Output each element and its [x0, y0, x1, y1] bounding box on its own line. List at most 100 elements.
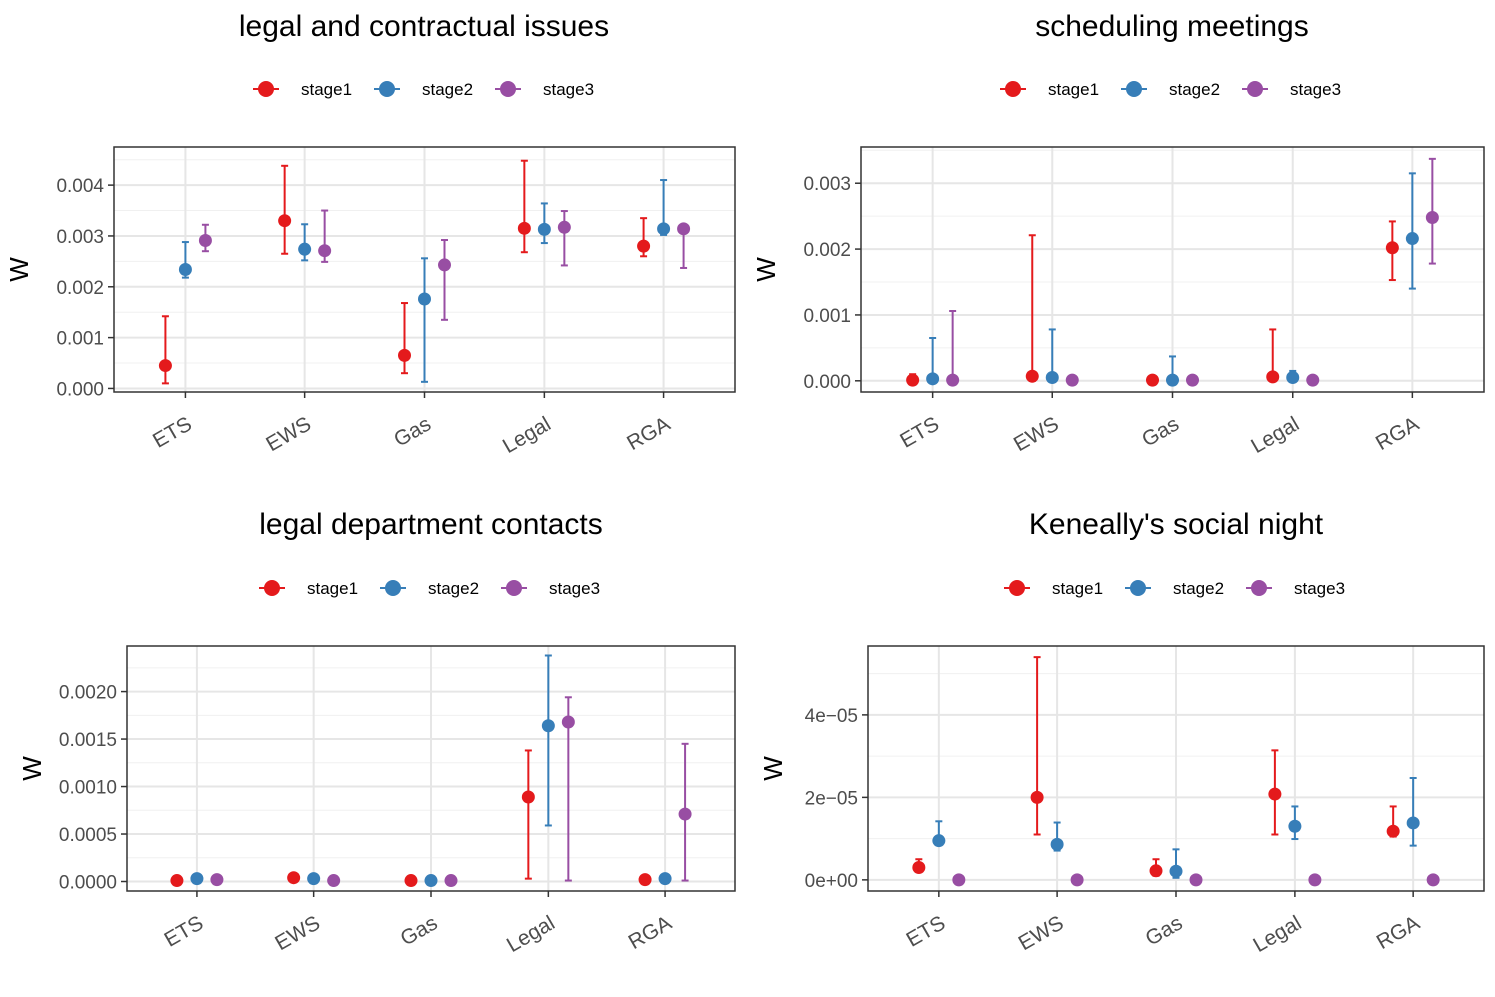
data-point: [557, 220, 571, 234]
x-tick-label: Gas: [1138, 412, 1183, 451]
x-tick-label: RGA: [623, 412, 674, 455]
data-point: [1308, 873, 1322, 887]
legend-marker: [1126, 81, 1142, 97]
chart-title: legal and contractual issues: [239, 10, 609, 43]
legend-marker: [1009, 580, 1025, 596]
y-tick-label: 2e−05: [805, 788, 858, 809]
x-tick-label: RGA: [625, 911, 676, 954]
legend-item-stage2: stage2: [374, 80, 473, 99]
legend-item-stage1: stage1: [1004, 579, 1103, 598]
data-point: [1166, 373, 1179, 387]
legend-label: stage2: [422, 80, 473, 99]
data-point: [1288, 819, 1302, 833]
series-stage2: [178, 179, 671, 383]
x-tick-label: RGA: [1372, 412, 1423, 455]
data-point: [198, 234, 212, 248]
series-stage3: [946, 157, 1439, 387]
data-point: [637, 239, 651, 253]
x-tick-label: EWS: [1010, 412, 1063, 456]
series-stage1: [158, 159, 651, 385]
x-tick-label: Legal: [503, 911, 559, 957]
data-point: [1149, 864, 1163, 878]
x-tick-label: ETS: [896, 412, 943, 452]
data-point: [438, 258, 451, 272]
data-point: [678, 807, 692, 821]
legend: stage1 stage2 stage3: [259, 579, 600, 598]
data-point: [1406, 816, 1420, 830]
legend-label: stage1: [1052, 579, 1103, 598]
data-point: [418, 292, 431, 306]
legend-label: stage2: [428, 579, 479, 598]
data-point: [1045, 371, 1059, 385]
data-point: [1189, 873, 1203, 887]
data-point: [677, 222, 691, 236]
legend-label: stage3: [1290, 80, 1341, 99]
data-point: [561, 715, 575, 729]
data-point: [287, 871, 301, 885]
data-point: [946, 373, 960, 387]
x-tick-label: Legal: [499, 412, 555, 458]
y-tick-label: 0.001: [56, 329, 104, 350]
data-point: [952, 873, 966, 887]
data-point: [517, 221, 531, 235]
y-tick-label: 0.0000: [59, 873, 117, 894]
legend-item-stage3: stage3: [501, 579, 600, 598]
data-point: [1025, 369, 1039, 383]
data-point: [404, 874, 418, 888]
legend-label: stage3: [543, 80, 594, 99]
data-point: [170, 874, 184, 888]
data-point: [926, 372, 940, 386]
x-tick-label: ETS: [149, 412, 196, 452]
x-tick-label: Gas: [390, 412, 435, 451]
legend-label: stage2: [1169, 80, 1220, 99]
data-point: [307, 872, 321, 886]
series-stage2: [926, 172, 1419, 387]
data-point: [1146, 373, 1159, 387]
data-point: [1306, 373, 1320, 387]
data-point: [444, 874, 458, 888]
data-point: [1426, 873, 1440, 887]
data-point: [178, 263, 192, 276]
x-tick-label: EWS: [1015, 911, 1068, 955]
y-axis-label: W: [751, 257, 781, 282]
chart-panel-1: legal and contractual issues stage1 stage2…: [4, 10, 736, 458]
series-stage1: [170, 749, 652, 888]
data-point: [1425, 210, 1439, 224]
legend-marker: [1130, 580, 1146, 596]
data-point: [1050, 837, 1064, 851]
series-stage3: [952, 873, 1440, 887]
data-point: [638, 873, 652, 887]
data-point: [521, 790, 535, 804]
series-stage3: [210, 696, 692, 888]
y-tick-label: 0.003: [803, 174, 851, 195]
data-point: [1266, 370, 1280, 384]
data-point: [1065, 373, 1079, 387]
data-point: [424, 874, 438, 888]
x-tick-label: Gas: [397, 911, 442, 950]
y-tick-label: 0.0015: [59, 730, 117, 751]
legend-marker: [264, 580, 280, 596]
data-point: [158, 359, 172, 373]
y-tick-label: 0.000: [803, 372, 851, 393]
data-point: [1385, 241, 1399, 255]
x-tick-label: EWS: [262, 412, 315, 456]
data-point: [1405, 232, 1419, 246]
chart-title: legal department contacts: [259, 508, 603, 541]
data-point: [298, 242, 312, 256]
y-tick-label: 0.000: [56, 379, 104, 400]
legend-label: stage3: [1294, 579, 1345, 598]
data-point: [278, 214, 292, 228]
data-point: [537, 222, 551, 236]
data-point: [210, 873, 224, 887]
y-tick-label: 4e−05: [805, 706, 858, 727]
data-point: [1030, 790, 1044, 804]
data-point: [1070, 873, 1084, 887]
series-stage1: [912, 656, 1400, 878]
legend-marker: [500, 81, 516, 97]
y-axis-label: W: [4, 257, 34, 282]
y-tick-label: 0.0005: [59, 825, 117, 846]
data-point: [657, 222, 671, 236]
data-point: [398, 348, 411, 362]
legend: stage1 stage2 stage3: [1000, 80, 1341, 99]
